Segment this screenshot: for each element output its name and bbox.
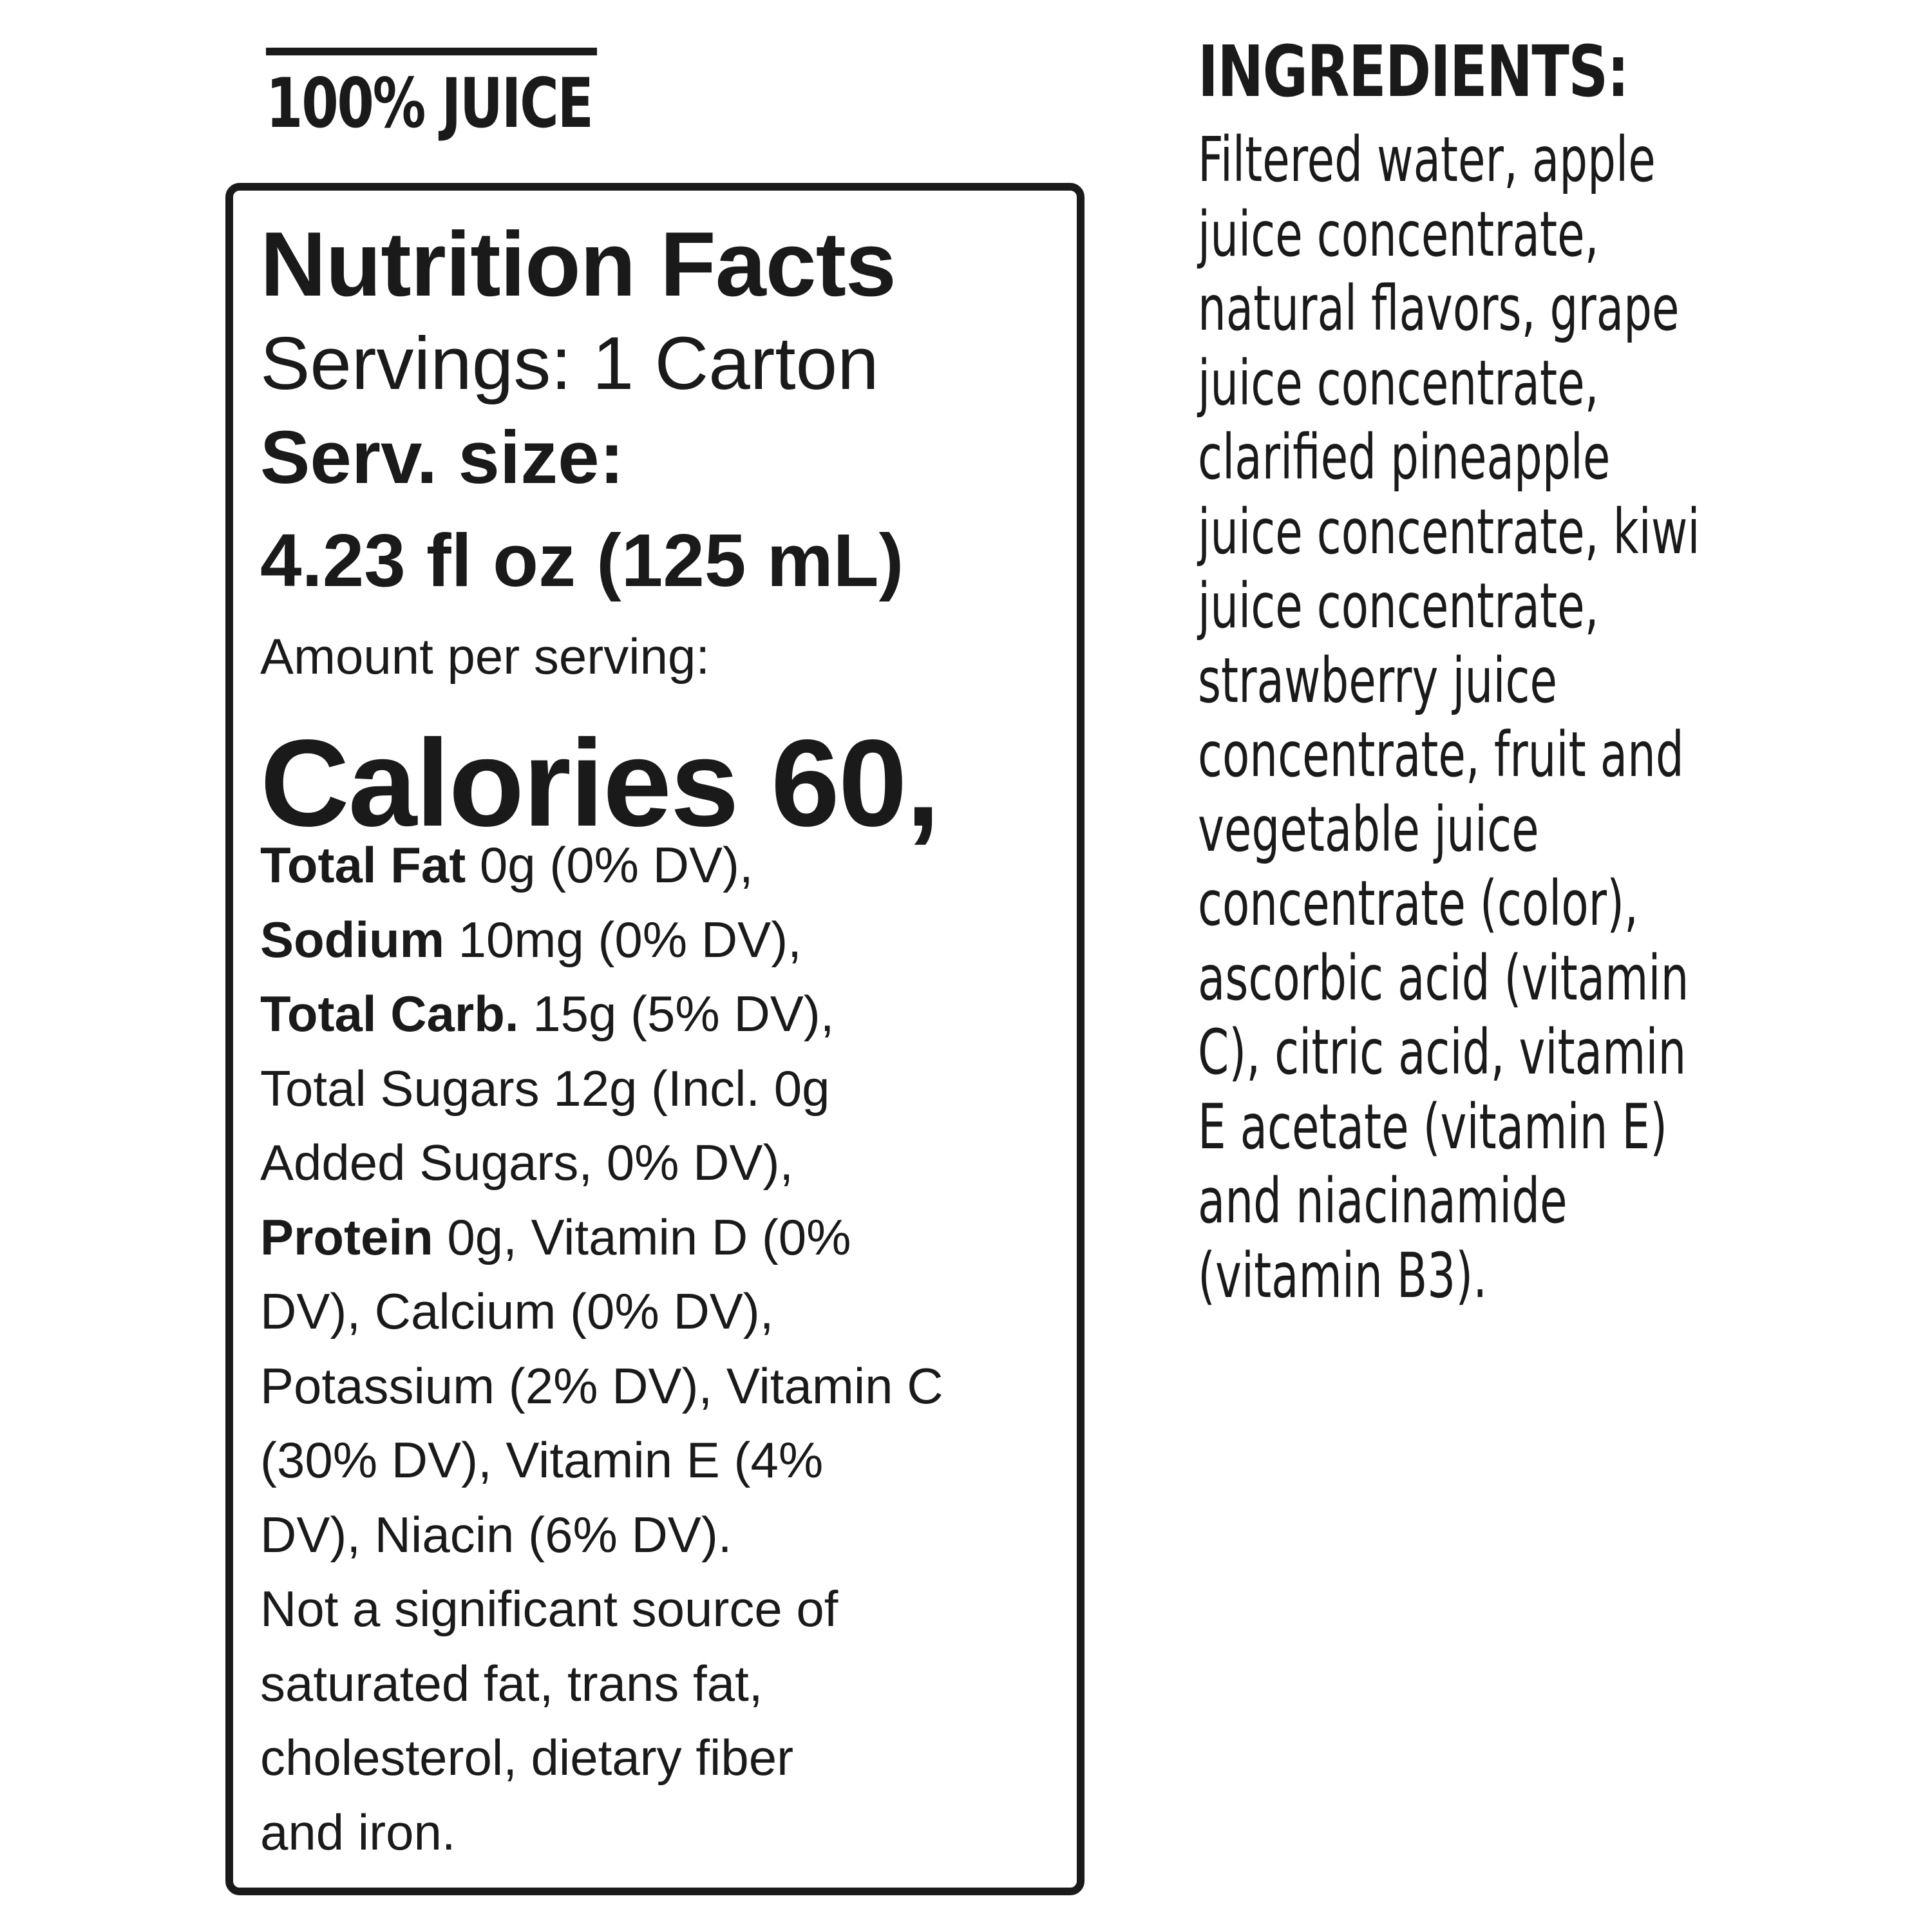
nutrient-value: DV), Calcium (0% DV), <box>260 1283 774 1340</box>
nutrient-value: DV), Niacin (6% DV). <box>260 1506 732 1563</box>
serving-size-value: 4.23 fl oz (125 mL) <box>260 518 904 602</box>
ingredient-line: concentrate, fruit and <box>1198 719 1684 791</box>
nutrient-line: Total Fat 0g (0% DV), <box>260 840 753 890</box>
nutrient-name: Protein <box>260 1209 433 1265</box>
nutrient-value: 0g, Vitamin D (0% <box>433 1209 851 1265</box>
nutrient-line: (30% DV), Vitamin E (4% <box>260 1435 823 1485</box>
nutrient-line: Sodium 10mg (0% DV), <box>260 914 802 965</box>
ingredient-line: juice concentrate, kiwi <box>1198 496 1700 568</box>
nutrient-line: Total Sugars 12g (Incl. 0g <box>260 1063 830 1113</box>
ingredient-line: and niacinamide <box>1198 1165 1567 1237</box>
nutrient-name: Total Carb. <box>260 985 519 1042</box>
nutrient-value: and iron. <box>260 1804 456 1861</box>
nutrient-line: Total Carb. 15g (5% DV), <box>260 989 834 1039</box>
nutrient-line: Protein 0g, Vitamin D (0% <box>260 1212 851 1262</box>
nutrient-value: 0g (0% DV), <box>466 837 753 893</box>
nutrient-value: 10mg (0% DV), <box>444 911 802 968</box>
nutrition-facts-panel <box>225 183 1084 1895</box>
nutrition-facts-title: Nutrition Facts <box>260 213 896 316</box>
ingredient-line: E acetate (vitamin E) <box>1198 1091 1668 1163</box>
nutrient-line: DV), Niacin (6% DV). <box>260 1510 732 1560</box>
ingredient-line: natural flavors, grape <box>1198 272 1680 345</box>
ingredient-line: juice concentrate, <box>1198 570 1599 642</box>
nutrient-name: Sodium <box>260 911 444 968</box>
ingredient-line: (vitamin B3). <box>1198 1240 1488 1312</box>
nutrient-line: Not a significant source of <box>260 1584 838 1634</box>
ingredient-line: juice concentrate, <box>1198 347 1599 419</box>
nutrient-line: and iron. <box>260 1807 456 1857</box>
nutrient-line: Added Sugars, 0% DV), <box>260 1137 793 1188</box>
nutrient-name: Total Fat <box>260 837 466 893</box>
nutrient-line: cholesterol, dietary fiber <box>260 1732 793 1783</box>
ingredient-line: ascorbic acid (vitamin <box>1198 942 1689 1014</box>
amount-per-serving: Amount per serving: <box>260 628 710 685</box>
ingredient-line: strawberry juice <box>1198 645 1558 717</box>
juice-label: 100% JUICE <box>266 64 594 143</box>
ingredients-title: INGREDIENTS: <box>1198 30 1629 113</box>
nutrient-value: Not a significant source of <box>260 1580 838 1637</box>
nutrient-value: 15g (5% DV), <box>518 985 835 1042</box>
ingredient-line: Filtered water, apple <box>1198 124 1656 196</box>
nutrient-value: Potassium (2% DV), Vitamin C <box>260 1358 943 1414</box>
ingredient-line: concentrate (color), <box>1198 867 1639 940</box>
serving-size-label: Serv. size: <box>260 415 625 499</box>
ingredient-line: vegetable juice <box>1198 793 1539 866</box>
ingredient-line: clarified pineapple <box>1198 421 1611 493</box>
nutrient-value: saturated fat, trans fat, <box>260 1655 763 1712</box>
nutrient-line: saturated fat, trans fat, <box>260 1658 762 1709</box>
servings: Servings: 1 Carton <box>260 321 879 405</box>
nutrient-value: Added Sugars, 0% DV), <box>260 1134 794 1191</box>
header-rule <box>266 48 597 55</box>
nutrient-value: (30% DV), Vitamin E (4% <box>260 1432 824 1488</box>
calories: Calories 60, <box>260 714 940 852</box>
nutrient-value: cholesterol, dietary fiber <box>260 1729 794 1786</box>
nutrient-line: Potassium (2% DV), Vitamin C <box>260 1361 943 1411</box>
nutrient-value: Total Sugars 12g (Incl. 0g <box>260 1060 830 1117</box>
ingredient-line: C), citric acid, vitamin <box>1198 1016 1687 1088</box>
nutrient-line: DV), Calcium (0% DV), <box>260 1286 773 1336</box>
ingredient-line: juice concentrate, <box>1198 198 1599 270</box>
